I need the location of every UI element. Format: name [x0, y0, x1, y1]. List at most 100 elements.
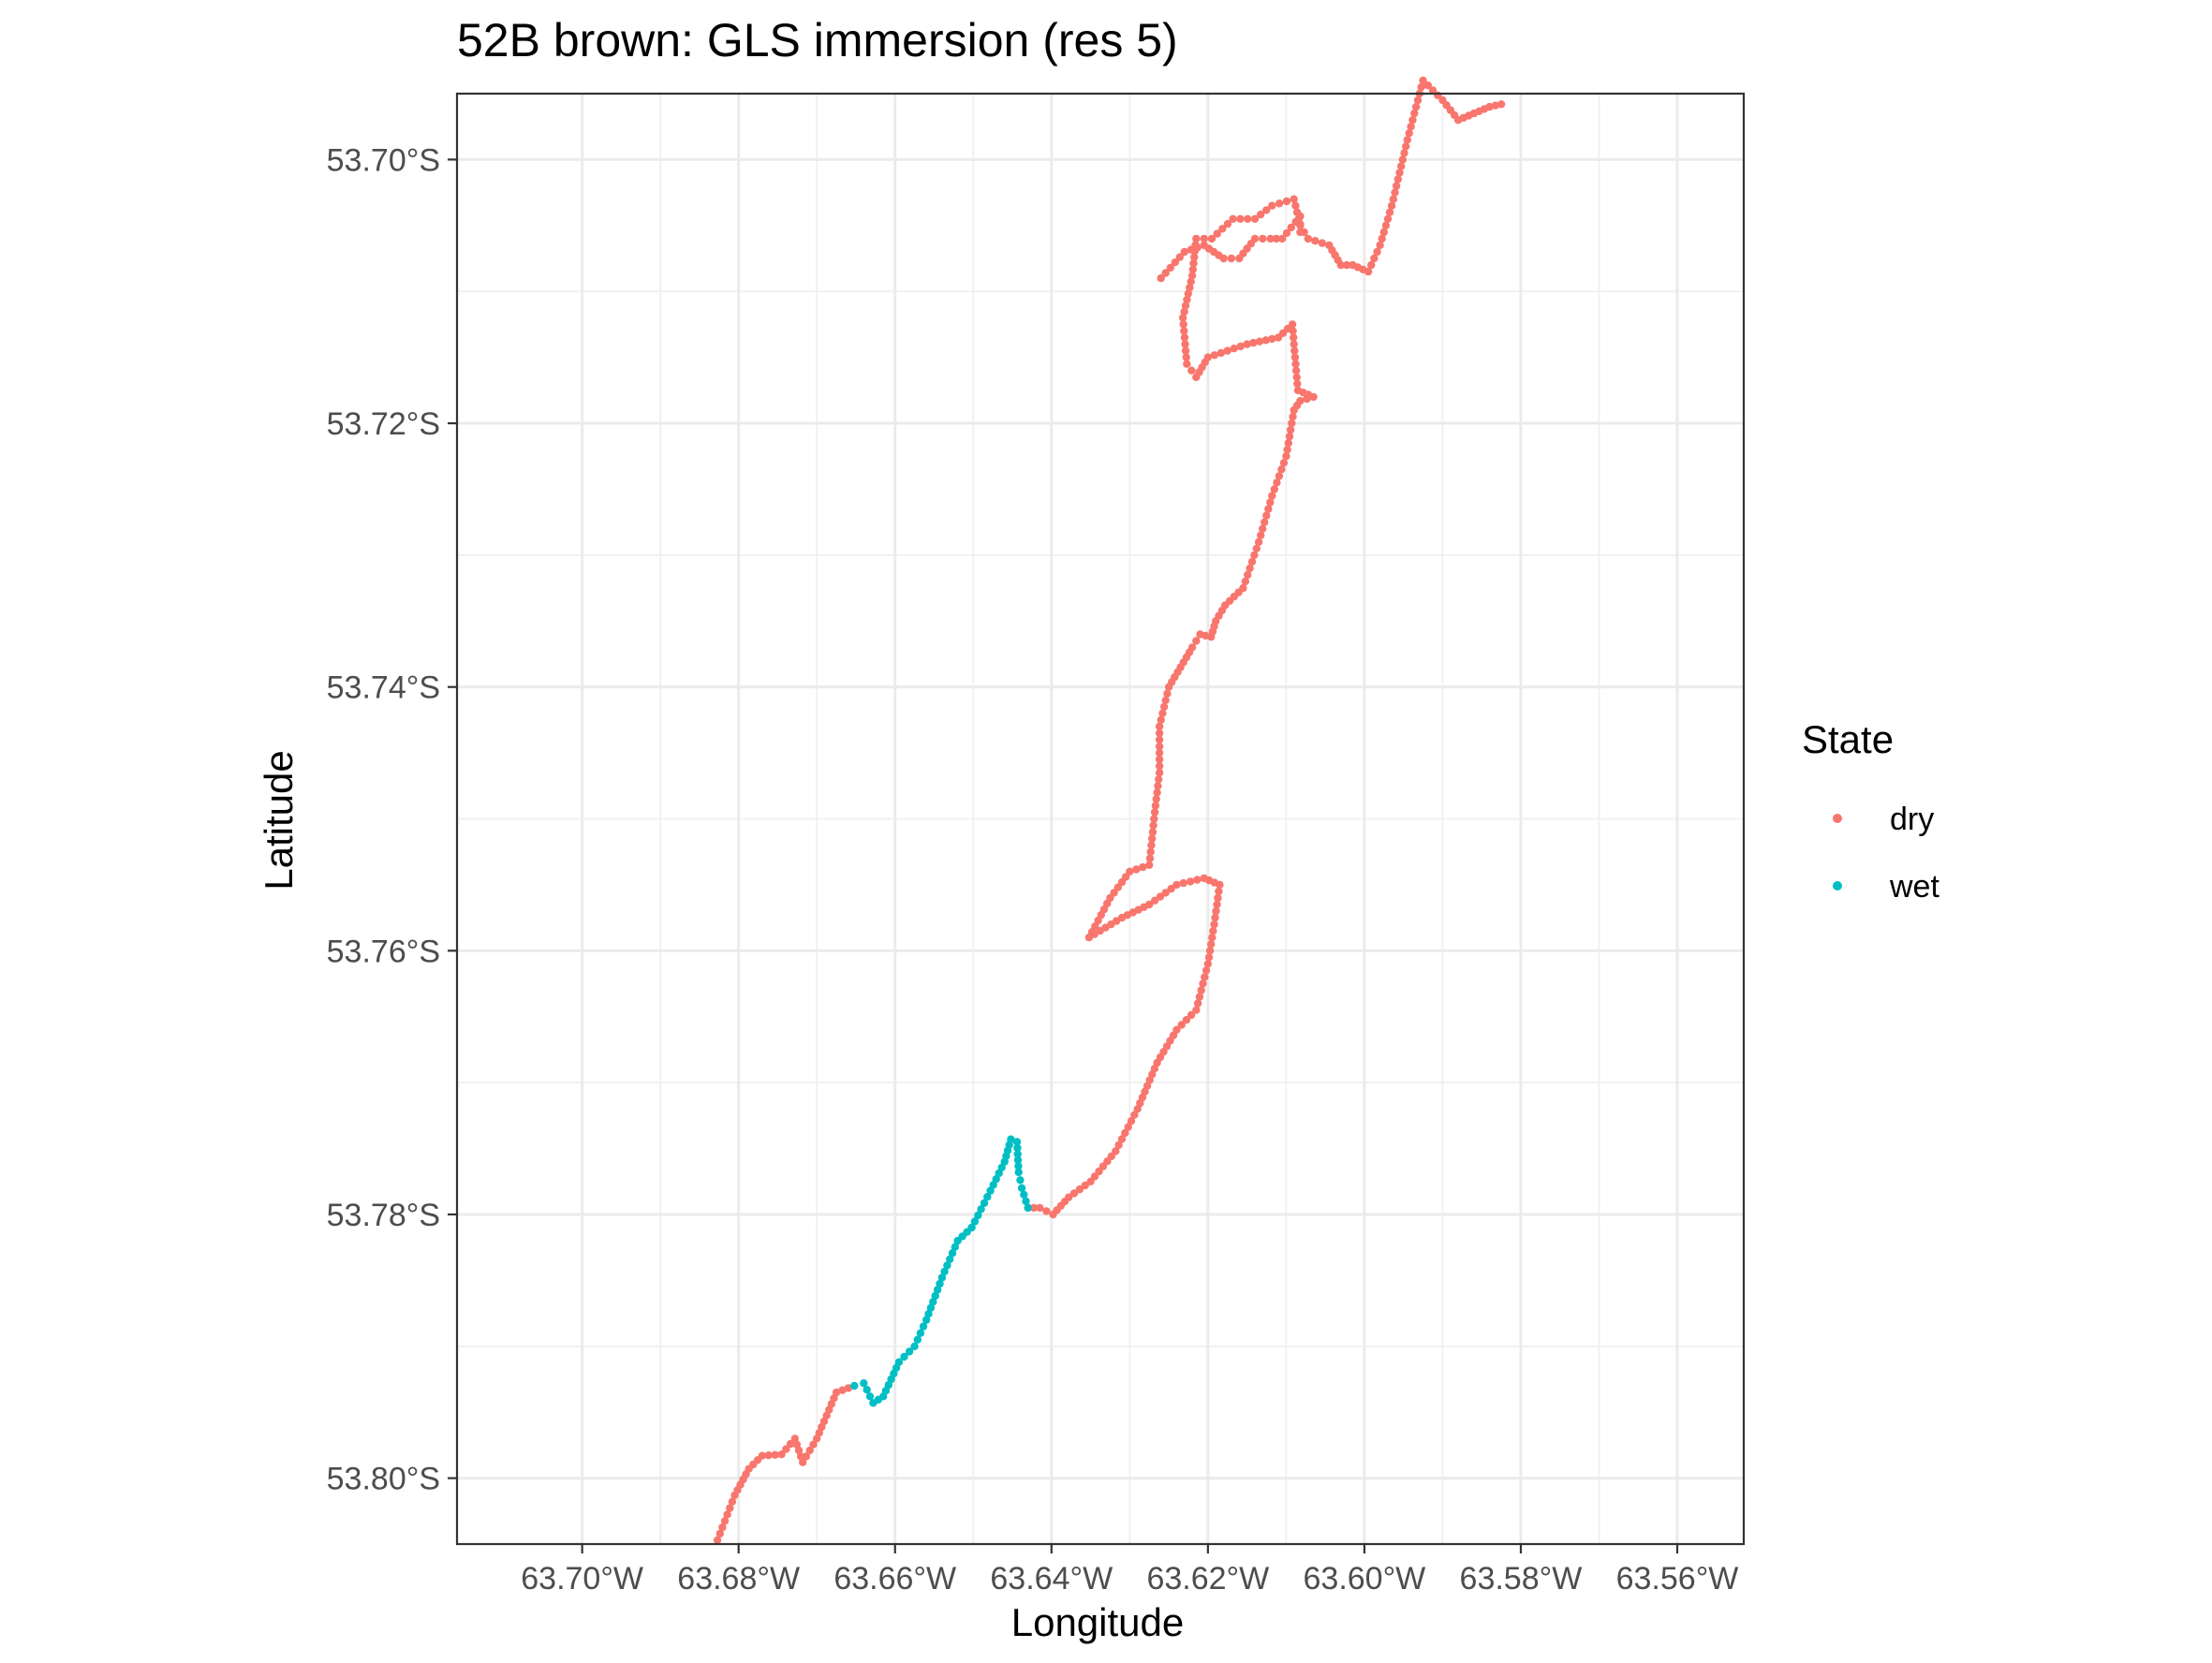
data-point-dry [1290, 353, 1300, 361]
data-point-dry [1405, 129, 1413, 138]
data-point-dry [1387, 201, 1396, 210]
legend-key-dry [1833, 814, 1842, 823]
data-point-dry [1148, 828, 1158, 836]
data-point-dry [1127, 1117, 1136, 1126]
data-point-wet [1017, 1184, 1026, 1193]
data-point-dry [1195, 993, 1204, 1001]
data-point-dry [1199, 979, 1207, 988]
data-point-dry [1157, 715, 1165, 725]
data-point-dry [713, 1536, 722, 1545]
data-point-wet [1024, 1203, 1032, 1213]
legend-title: State [1802, 717, 1894, 761]
data-point-dry [1373, 247, 1381, 257]
data-point-dry [782, 1445, 790, 1453]
data-point-dry [1183, 295, 1191, 304]
data-point-dry [1186, 284, 1194, 292]
data-point-dry [1247, 557, 1257, 567]
data-point-dry [1275, 199, 1284, 208]
data-point-dry [1155, 762, 1164, 771]
data-point-wet [1014, 1168, 1023, 1177]
y-axis-label: Latitude [257, 750, 301, 890]
data-point-dry [1180, 247, 1189, 257]
data-point-wet [946, 1255, 954, 1264]
data-point-dry [1236, 214, 1245, 223]
data-point-dry [1180, 333, 1189, 342]
data-point-dry [1290, 346, 1299, 355]
data-point-wet [850, 1381, 859, 1391]
data-point-dry [1256, 210, 1265, 219]
data-point-dry [1065, 1193, 1073, 1201]
data-point-dry [1154, 782, 1162, 790]
data-point-dry [1184, 289, 1193, 298]
data-point-dry [1214, 893, 1222, 903]
data-point-dry [1408, 116, 1417, 125]
data-point-dry [1145, 854, 1155, 862]
data-point-wet [1013, 1155, 1023, 1165]
data-point-wet [929, 1298, 937, 1306]
plot-panel [455, 76, 1746, 1546]
data-point-dry [805, 1446, 814, 1455]
data-point-dry [1190, 253, 1199, 261]
data-point-dry [1296, 396, 1305, 405]
data-point-wet [1014, 1162, 1023, 1170]
y-tick-label: 53.80°S [327, 1462, 440, 1497]
data-point-dry [1246, 564, 1254, 573]
data-point-dry [1193, 999, 1202, 1008]
data-point-dry [1407, 123, 1415, 131]
data-point-dry [1203, 960, 1213, 968]
data-point-dry [1151, 802, 1160, 810]
data-point-wet [933, 1286, 942, 1294]
data-point-dry [1223, 219, 1232, 228]
data-point-dry [1292, 373, 1301, 381]
data-point-dry [1150, 896, 1159, 905]
data-point-dry [1175, 253, 1185, 261]
data-point-dry [1285, 432, 1294, 441]
data-point-wet [905, 1347, 914, 1356]
data-point-dry [1192, 373, 1201, 381]
data-point-dry [1207, 234, 1217, 243]
data-point-wet [980, 1199, 989, 1208]
data-point-dry [844, 1384, 853, 1392]
data-point-wet [1012, 1138, 1022, 1146]
x-tick-label: 63.70°W [521, 1561, 643, 1597]
data-point-wet [924, 1310, 933, 1318]
data-point-dry [1288, 419, 1296, 428]
data-point-dry [786, 1439, 795, 1449]
data-point-dry [1277, 465, 1286, 474]
data-point-dry [1417, 82, 1425, 92]
data-point-dry [1157, 273, 1165, 283]
data-point-dry [1259, 524, 1267, 533]
data-point-dry [718, 1523, 727, 1532]
data-point-dry [1296, 212, 1305, 221]
data-point-dry [1192, 234, 1201, 243]
x-axis-label: Longitude [1011, 1600, 1185, 1644]
data-point-dry [1250, 234, 1260, 243]
series-dry [713, 76, 1506, 1545]
data-point-dry [1219, 254, 1228, 263]
data-point-dry [1207, 940, 1216, 949]
data-point-wet [1007, 1135, 1015, 1143]
data-point-dry [1389, 195, 1398, 203]
data-point-wet [951, 1243, 959, 1251]
data-point-dry [1395, 169, 1404, 177]
data-point-dry [1193, 243, 1202, 252]
data-point-dry [1132, 865, 1141, 874]
data-point-dry [1187, 366, 1196, 375]
data-point-wet [863, 1386, 871, 1394]
data-point-dry [1255, 337, 1264, 346]
data-point-dry [1250, 551, 1259, 560]
data-point-dry [1177, 1021, 1186, 1029]
data-point-dry [1291, 201, 1300, 210]
data-point-wet [974, 1211, 982, 1220]
data-point-dry [1036, 1203, 1044, 1213]
data-point-dry [1272, 234, 1281, 243]
data-point-dry [1279, 459, 1289, 467]
data-point-wet [916, 1329, 925, 1337]
data-point-dry [1081, 1181, 1089, 1190]
data-point-dry [1150, 808, 1159, 817]
data-point-dry [1383, 214, 1393, 223]
data-point-dry [1266, 498, 1275, 507]
data-point-dry [715, 1529, 724, 1538]
